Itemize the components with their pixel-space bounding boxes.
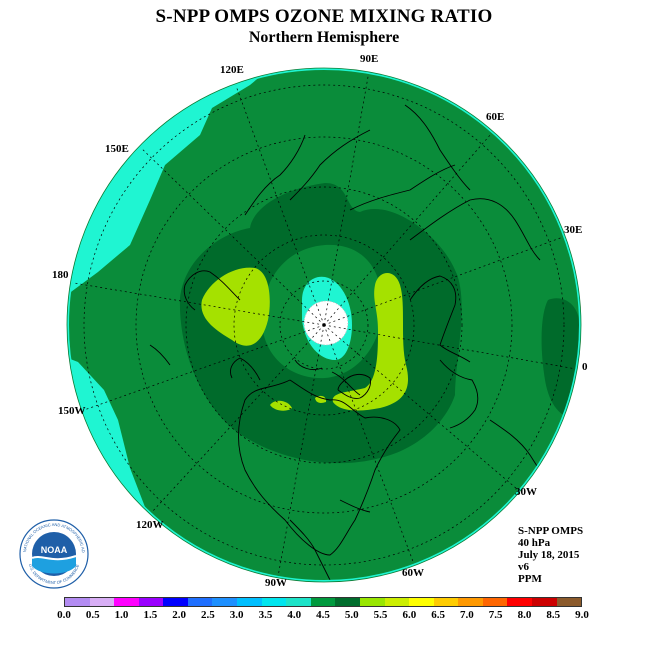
map-rim <box>67 68 581 582</box>
lon-label-60e: 60E <box>486 111 504 123</box>
colorbar-swatch <box>138 598 164 606</box>
colorbar-tick-label: 7.0 <box>460 609 474 621</box>
lon-label-120e: 120E <box>220 64 244 76</box>
lon-label-120w: 120W <box>136 519 164 531</box>
colorbar-tick-label: 2.5 <box>201 609 215 621</box>
colorbar-tick-label: 6.0 <box>402 609 417 621</box>
colorbar-swatch <box>482 598 508 606</box>
colorbar-tick-label: 7.5 <box>488 609 503 621</box>
colorbar-swatch <box>261 598 287 606</box>
ozone-level-5.0-5.5 <box>315 395 327 403</box>
colorbar-tick-label: 8.5 <box>546 609 561 621</box>
noaa-logo: NOAA NATIONAL OCEANIC AND ATMOSPHERIC AD… <box>18 518 89 589</box>
info-block: S-NPP OMPS 40 hPa July 18, 2015 v6 PPM <box>518 525 583 585</box>
colorbar-swatch <box>286 598 311 606</box>
ozone-field <box>68 69 580 581</box>
colorbar-swatch <box>237 598 262 606</box>
colorbar-tick-label: 9.0 <box>575 609 589 621</box>
map-rim-outline <box>66 67 582 583</box>
colorbar-swatch <box>163 598 188 606</box>
lon-label-60w: 60W <box>402 567 424 579</box>
coastlines <box>149 104 556 581</box>
info-instrument: S-NPP OMPS <box>518 525 584 537</box>
ozone-level-5.0-5.5 <box>332 272 409 411</box>
lon-label-0: 0 <box>582 361 588 373</box>
colorbar-tick-label: 4.0 <box>287 609 302 621</box>
colorbar-tick-label: 4.5 <box>316 609 330 621</box>
polar-no-data <box>304 301 348 345</box>
colorbar-tick-label: 6.5 <box>431 609 445 621</box>
lon-label-180: 180 <box>52 269 69 281</box>
colorbar-swatch <box>212 598 238 606</box>
logo-text: NOAA <box>41 545 68 555</box>
colorbar <box>64 597 582 607</box>
colorbar-swatch <box>310 598 336 606</box>
lon-label-150w: 150W <box>58 405 86 417</box>
colorbar-swatch <box>384 598 410 606</box>
ozone-level-5.0-5.5 <box>270 400 292 411</box>
lon-label-30w: 30W <box>515 486 537 498</box>
colorbar-tick-label: 5.5 <box>373 609 388 621</box>
colorbar-tick-label: 5.0 <box>344 609 359 621</box>
colorbar-tick-label: 0.5 <box>85 609 100 621</box>
colorbar-tick-label: 2.0 <box>172 609 186 621</box>
lon-label-90e: 90E <box>360 53 378 65</box>
colorbar-tick-label: 1.0 <box>114 609 129 621</box>
info-date: July 18, 2015 <box>518 549 580 561</box>
colorbar-swatch <box>335 598 360 606</box>
colorbar-ticks: 0.0 0.5 1.0 1.5 2.0 2.5 3.0 3.5 4.0 4.5 5.0 5.5 6.0 6… <box>57 609 589 623</box>
colorbar-swatch <box>433 598 459 606</box>
polar-no-data-edge <box>303 300 349 346</box>
colorbar-swatch <box>65 598 90 606</box>
colorbar-swatch <box>531 598 557 606</box>
colorbar-tick-label: 3.5 <box>258 609 273 621</box>
colorbar-tick-label: 1.5 <box>143 609 158 621</box>
chart-subtitle: Northern Hemisphere <box>248 29 400 46</box>
colorbar-tick-label: 0.0 <box>57 609 71 621</box>
ozone-level-4.5-5.0 <box>541 298 580 420</box>
latitude-circles <box>83 84 565 566</box>
info-version: v6 <box>518 561 529 573</box>
colorbar-swatch <box>114 598 139 606</box>
info-level: 40 hPa <box>518 537 551 549</box>
colorbar-tick-label: 3.0 <box>229 609 244 621</box>
colorbar-swatch <box>458 598 483 606</box>
colorbar-swatch <box>556 598 582 606</box>
colorbar-swatch <box>409 598 434 606</box>
lon-label-30e: 30E <box>564 224 582 236</box>
info-units: PPM <box>518 573 542 585</box>
colorbar-swatch <box>187 598 213 606</box>
colorbar-tick-label: 8.0 <box>517 609 532 621</box>
chart-title: S-NPP OMPS OZONE MIXING RATIO <box>155 6 493 27</box>
colorbar-swatch <box>507 598 532 606</box>
colorbar-swatch <box>359 598 385 606</box>
lon-label-150e: 150E <box>105 143 129 155</box>
meridians <box>68 69 580 581</box>
longitude-labels: 90E 60E 30E 0 30W 60W 90W 120W 150W 180 … <box>52 53 588 589</box>
colorbar-swatch <box>89 598 115 606</box>
lon-label-90w: 90W <box>265 577 287 589</box>
